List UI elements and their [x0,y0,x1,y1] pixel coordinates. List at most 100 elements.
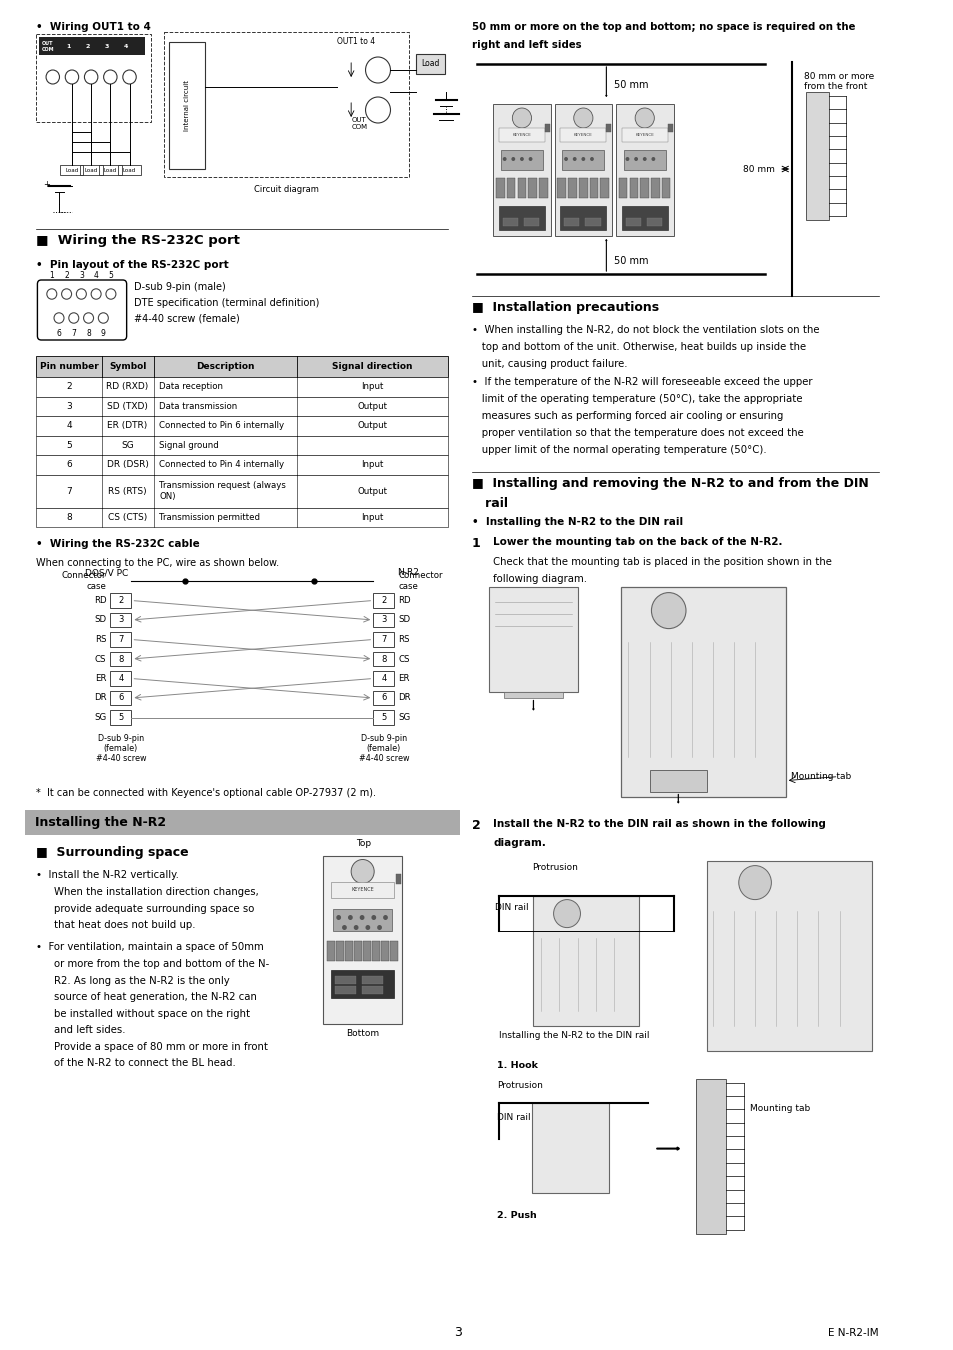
Bar [649,769,706,791]
Bar [606,124,611,132]
Bar [621,207,667,230]
Bar [36,455,448,474]
Text: Installing the N-R2 to the DIN rail: Installing the N-R2 to the DIN rail [498,1030,649,1040]
Bar [589,178,598,198]
Text: SG: SG [121,440,133,450]
Text: Pin number: Pin number [40,362,98,371]
Text: 4: 4 [123,43,128,49]
Text: SG: SG [397,713,410,722]
Bar [111,613,132,628]
Text: 7: 7 [380,634,386,644]
Text: 2: 2 [381,595,386,605]
Bar [568,178,577,198]
Text: Transmission permitted: Transmission permitted [159,513,260,521]
Text: #4-40 screw (female): #4-40 screw (female) [134,315,240,324]
Bar [695,1079,725,1234]
Text: Description: Description [196,362,254,371]
Text: E N-R2-IM: E N-R2-IM [827,1328,878,1338]
Text: •  Installing the N-R2 to the DIN rail: • Installing the N-R2 to the DIN rail [472,517,682,526]
Text: Input: Input [361,460,383,470]
Text: •  For ventilation, maintain a space of 50mm: • For ventilation, maintain a space of 5… [36,942,264,952]
Text: 2: 2 [118,595,123,605]
Bar [500,150,542,170]
Bar [327,941,335,960]
Text: Connector
case: Connector case [62,571,107,591]
Text: +: + [43,180,50,189]
Text: 6: 6 [380,694,386,702]
Text: 1: 1 [66,43,71,49]
Text: Output: Output [357,421,387,431]
Text: Data transmission: Data transmission [159,402,237,410]
Text: *  It can be connected with Keyence's optional cable OP-27937 (2 m).: * It can be connected with Keyence's opt… [36,787,376,798]
Text: 6: 6 [66,460,71,470]
Text: 8: 8 [86,329,91,338]
Bar [331,969,394,998]
Bar [502,217,517,225]
Text: 4: 4 [66,421,71,431]
Text: D-sub 9-pin (male): D-sub 9-pin (male) [134,282,226,292]
Text: KEYENCE: KEYENCE [574,134,592,136]
Text: SG: SG [94,713,107,722]
Text: 5: 5 [381,713,386,722]
Text: DIN rail: DIN rail [497,1112,530,1122]
Text: 4: 4 [381,674,386,683]
Text: 8: 8 [66,513,71,521]
Circle shape [573,108,593,128]
Text: ■  Installing and removing the N-R2 to and from the DIN: ■ Installing and removing the N-R2 to an… [472,477,868,490]
Text: •  Wiring the RS-232C cable: • Wiring the RS-232C cable [36,539,200,549]
Text: 3: 3 [118,616,124,625]
Bar [639,178,648,198]
Bar [646,217,661,225]
Text: 8: 8 [380,655,386,663]
Bar [373,691,394,705]
Text: RD: RD [93,595,107,605]
Circle shape [580,157,584,161]
Text: 9: 9 [101,329,106,338]
Text: Signal direction: Signal direction [333,362,413,371]
Bar [661,178,670,198]
Bar [25,810,459,836]
Circle shape [651,157,655,161]
Bar [36,397,448,416]
Circle shape [383,915,388,919]
Text: 7: 7 [118,634,124,644]
Text: 6: 6 [118,694,124,702]
Bar [805,92,828,220]
Text: Top: Top [355,840,371,849]
Text: 80 mm: 80 mm [742,165,775,174]
Text: RD (RXD): RD (RXD) [107,382,149,391]
Text: Load: Load [421,59,439,69]
Bar [623,150,665,170]
Circle shape [519,157,523,161]
Bar [561,150,604,170]
Bar [496,178,504,198]
Text: 5: 5 [109,271,113,279]
Circle shape [572,157,576,161]
Text: KEYENCE: KEYENCE [635,134,654,136]
Text: RS (RTS): RS (RTS) [109,486,147,495]
Bar [395,873,400,883]
Bar [618,178,627,198]
Text: Signal ground: Signal ground [159,440,219,450]
Circle shape [642,157,646,161]
Bar [621,128,667,142]
Text: source of heat generation, the N-R2 can: source of heat generation, the N-R2 can [53,992,256,1002]
Bar [533,895,639,1026]
Text: DR (DSR): DR (DSR) [107,460,149,470]
Text: DR: DR [397,694,411,702]
Bar [373,652,394,667]
Text: unit, causing product failure.: unit, causing product failure. [472,359,627,370]
Bar [493,104,550,236]
Circle shape [512,108,531,128]
Text: RD: RD [397,595,411,605]
Circle shape [335,915,341,919]
Text: 5: 5 [118,713,123,722]
Circle shape [635,108,654,128]
Circle shape [371,915,375,919]
Text: Check that the mounting tab is placed in the position shown in the: Check that the mounting tab is placed in… [493,556,831,567]
Text: ER: ER [397,674,409,683]
Bar [620,587,785,796]
Circle shape [553,899,579,927]
Text: OUT: OUT [42,40,53,46]
Bar [616,104,673,236]
